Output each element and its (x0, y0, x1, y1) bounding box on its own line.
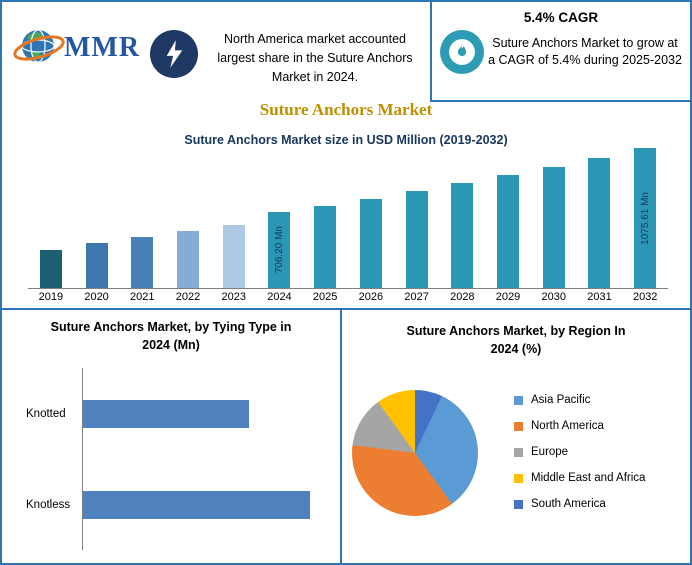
bar-column (577, 146, 623, 288)
bar-chart-title: Suture Anchors Market size in USD Millio… (184, 133, 508, 147)
x-axis-label: 2023 (221, 291, 246, 303)
globe-icon (13, 29, 65, 63)
tying-type-chart-title: Suture Anchors Market, by Tying Type in … (50, 320, 292, 353)
logo-text: MMR (64, 32, 141, 63)
north-america-note: North America market accounted largest s… (217, 32, 413, 84)
cagr-title: 5.4% CAGR (523, 10, 599, 25)
bar-2028 (451, 183, 474, 288)
region-chart-title: Suture Anchors Market, by Region In 2024… (406, 324, 626, 357)
category-label-knotless: Knotless (26, 498, 71, 511)
bar-chart-plot: 706.20 Mn 1075.61 Mn (28, 146, 668, 289)
bar-2022 (177, 231, 200, 288)
legend-bullet (514, 395, 523, 405)
region-legend: Asia Pacific North America Europe Middle Ea… (514, 394, 645, 524)
bar-column (165, 146, 211, 288)
bar-knotted (83, 399, 249, 428)
region-panel: Suture Anchors Market, by Region In 2024… (342, 308, 690, 563)
legend-item-north-america: North America (514, 420, 645, 432)
bar-2023 (222, 225, 245, 288)
x-axis-label: 2026 (358, 291, 384, 303)
bar-column (74, 146, 120, 288)
tying-type-plot (82, 368, 333, 550)
x-axis-label: 2024 (267, 291, 292, 303)
bar-2019 (39, 250, 62, 288)
lightning-badge (150, 30, 198, 78)
bar-column: 706.20 Mn (257, 146, 303, 288)
bar-2020 (85, 243, 108, 288)
category-label-knotted: Knotted (26, 407, 66, 420)
bar-2021 (131, 237, 154, 288)
bar-column (348, 146, 394, 288)
x-axis-label: 2021 (130, 291, 155, 303)
legend-item-middle-east-and-africa: Middle East and Africa (514, 472, 645, 484)
bar-2026 (359, 199, 382, 288)
x-axis-label: 2025 (312, 291, 338, 303)
flame-badge (440, 30, 484, 74)
legend-label: North America (531, 420, 604, 432)
legend-item-europe: Europe (514, 446, 645, 458)
flame-icon (449, 39, 475, 65)
bar-column (485, 146, 531, 288)
cagr-note: Suture Anchors Market to grow at a CAGR … (488, 35, 682, 68)
bar-column (531, 146, 577, 288)
bar-2029 (497, 175, 520, 288)
legend-item-south-america: South America (514, 498, 645, 510)
x-axis-label: 2029 (495, 291, 521, 303)
x-axis-label: 2030 (541, 291, 566, 303)
bar-value-label: 706.20 Mn (273, 226, 285, 274)
legend-label: Middle East and Africa (531, 472, 646, 484)
bar-chart-x-axis: 2019 2020 2021 2022 2023 2024 2025 2026 2027 2028… (28, 291, 668, 303)
bar-row (83, 399, 333, 428)
page-title: Suture Anchors Market (259, 100, 433, 119)
legend-bullet (514, 447, 523, 457)
lightning-icon (166, 40, 183, 68)
bar-value-label: 1075.61 Mn (639, 191, 651, 245)
bar-row (83, 490, 333, 519)
bar-column (119, 146, 165, 288)
x-axis-label: 2032 (632, 291, 658, 303)
bar-2031 (588, 158, 611, 288)
bar-2030 (542, 167, 565, 288)
bar-2027 (405, 191, 428, 288)
legend-bullet (514, 499, 523, 509)
x-axis-label: 2022 (175, 291, 201, 303)
bar-2024: 706.20 Mn (268, 212, 291, 288)
x-axis-label: 2028 (450, 291, 475, 303)
bar-column (28, 146, 74, 288)
x-axis-label: 2020 (84, 291, 109, 303)
legend-bullet (514, 421, 523, 431)
legend-label: Asia Pacific (531, 394, 591, 406)
tying-type-category-labels: Knotted Knotless (2, 368, 82, 550)
bar-column (302, 146, 348, 288)
x-axis-label: 2027 (404, 291, 429, 303)
bar-column (211, 146, 257, 288)
bar-2032: 1075.61 Mn (634, 148, 657, 288)
mmr-logo: MMR (12, 22, 140, 74)
tying-type-panel: Suture Anchors Market, by Tying Type in … (2, 308, 342, 563)
legend-label: South America (531, 498, 606, 510)
legend-label: Europe (531, 446, 569, 458)
bar-2025 (314, 206, 337, 288)
bar-column (439, 146, 485, 288)
x-axis-label: 2019 (38, 291, 64, 303)
region-pie-chart (352, 390, 478, 516)
cagr-row: Suture Anchors Market to grow at a CAGR … (440, 30, 682, 74)
x-axis-label: 2031 (587, 291, 612, 303)
bar-knotless (83, 490, 310, 519)
cagr-box: 5.4% CAGR Suture Anchors Market to grow … (430, 2, 690, 102)
legend-item-asia-pacific: Asia Pacific (514, 394, 645, 406)
bar-column: 1075.61 Mn (622, 146, 668, 288)
legend-bullet (514, 473, 523, 483)
bar-column (394, 146, 440, 288)
